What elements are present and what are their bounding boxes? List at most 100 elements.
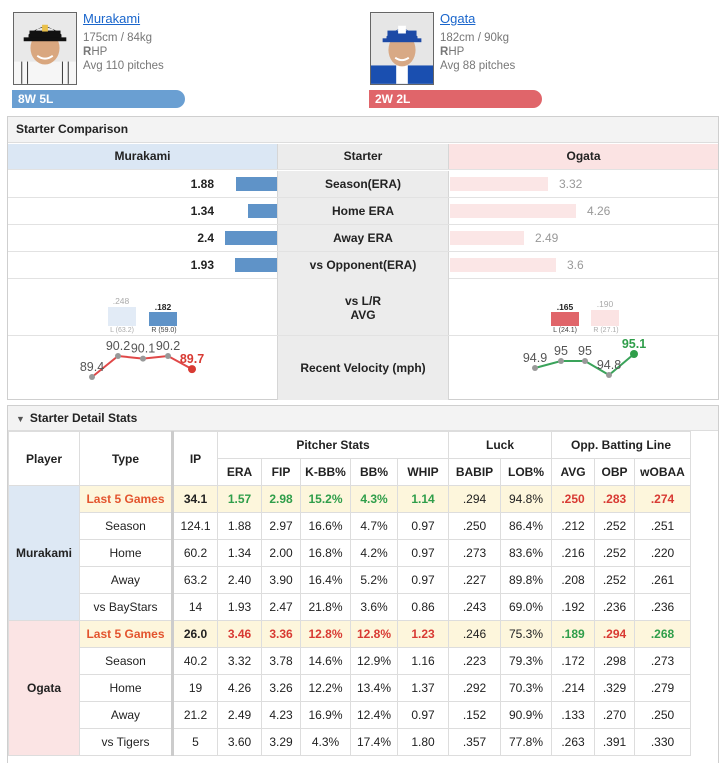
row-type: vs BayStars <box>79 593 173 621</box>
stat-cell: .246 <box>448 620 501 648</box>
header-col: FIP <box>261 458 301 486</box>
table-row: vs BayStars 14 1.93 2.47 21.8% 3.6% 0.86.243 69… <box>9 593 691 621</box>
velocity-sparkline-left: 89.490.2 90.1 90.289.7 <box>80 339 204 380</box>
stat-cell: .357 <box>448 728 501 756</box>
caret-down-icon: ▼ <box>16 414 25 424</box>
velocity-point <box>165 353 171 359</box>
velocity-label: 90.2 <box>106 339 130 353</box>
stat-cell: 16.6% <box>300 512 351 540</box>
detail-section-toggle[interactable]: ▼ Starter Detail Stats <box>8 406 718 431</box>
stat-cell: .270 <box>594 701 635 729</box>
pitcher-body: 182cm / 90kg <box>440 32 510 44</box>
stat-cell: 83.6% <box>500 539 552 567</box>
stat-cell: .250 <box>551 485 595 513</box>
cell-ip: 40.2 <box>171 647 218 675</box>
lr-r-bar <box>591 310 619 326</box>
stat-cell: 12.8% <box>300 620 351 648</box>
lr-r-avg: .190 <box>596 299 614 309</box>
stat-cell: .292 <box>448 674 501 702</box>
lr-r-bar <box>149 312 177 326</box>
row-type: Home <box>79 539 173 567</box>
lr-l-bar <box>108 307 136 326</box>
stat-cell: .391 <box>594 728 635 756</box>
stat-cell: 70.3% <box>500 674 552 702</box>
stat-cell: 4.3% <box>300 728 351 756</box>
pitcher-photo <box>13 12 77 85</box>
pitcher-hand: RHP <box>83 46 107 58</box>
velocity-label: Recent Velocity (mph) <box>277 336 449 400</box>
table-row: Away 21.2 2.49 4.23 16.9% 12.4% 0.97.152 90.9%.… <box>9 701 691 729</box>
row-type: Away <box>79 566 173 594</box>
stat-cell: 14.6% <box>300 647 351 675</box>
row-type: Season <box>79 512 173 540</box>
lr-right: .165 L (24.1) .190 R (27.1) <box>449 278 718 335</box>
stat-cell: 17.4% <box>350 728 398 756</box>
row-left: 1.34 <box>8 198 277 224</box>
stat-cell: 3.36 <box>261 620 301 648</box>
cell-ip: 5 <box>171 728 218 756</box>
lr-label-2: AVG <box>350 308 376 322</box>
row-left: 2.4 <box>8 225 277 251</box>
bar-right <box>450 258 556 272</box>
stat-cell: 16.8% <box>300 539 351 567</box>
stat-cell: .263 <box>551 728 595 756</box>
win-loss-record: 8W 5L <box>12 90 185 108</box>
row-type: Last 5 Games <box>79 485 173 513</box>
row-right: 3.6 <box>449 252 718 278</box>
starter-comparison-panel: Starter Comparison Murakami Starter Ogat… <box>7 116 719 400</box>
lr-r-avg: .182 <box>154 302 172 312</box>
value-right: 4.26 <box>587 204 611 218</box>
velocity-left: 89.4 90.2 90.1 90.2 89.7 <box>8 336 277 400</box>
cell-ip: 21.2 <box>171 701 218 729</box>
detail-stats-table: Player Type IP Pitcher Stats Luck Opp. B… <box>8 431 691 756</box>
section-title: Starter Comparison <box>8 117 718 143</box>
stat-cell: 4.3% <box>350 485 398 513</box>
stat-cell: .298 <box>594 647 635 675</box>
velocity-label: 95.1 <box>622 337 646 351</box>
stat-cell: 90.9% <box>500 701 552 729</box>
pitcher-avg-pitches: Avg 110 pitches <box>83 60 164 72</box>
comparison-header-row: Murakami Starter Ogata <box>8 144 718 170</box>
stat-cell: 89.8% <box>500 566 552 594</box>
stat-cell: .252 <box>594 539 635 567</box>
comparison-row: 1.93 vs Opponent(ERA) 3.6 <box>8 252 718 279</box>
stat-cell: .279 <box>634 674 691 702</box>
stat-cell: .283 <box>594 485 635 513</box>
table-row: Season 124.1 1.88 2.97 16.6% 4.7% 0.97.250 86.4… <box>9 512 691 540</box>
stat-cell: 15.2% <box>300 485 351 513</box>
stat-cell: 16.9% <box>300 701 351 729</box>
stat-cell: .227 <box>448 566 501 594</box>
stat-cell: .220 <box>634 539 691 567</box>
lr-label: vs L/R AVG <box>277 278 449 335</box>
stat-cell: 86.4% <box>500 512 552 540</box>
column-header-left: Murakami <box>8 144 277 169</box>
header-col: K-BB% <box>300 458 351 486</box>
value-right: 2.49 <box>535 231 559 245</box>
stat-cell: .152 <box>448 701 501 729</box>
bar-left <box>225 231 277 245</box>
pitcher-name-link[interactable]: Murakami <box>83 11 141 26</box>
stat-cell: .261 <box>634 566 691 594</box>
pitcher-name-link[interactable]: Ogata <box>440 11 476 26</box>
value-left: 2.4 <box>197 231 214 245</box>
cell-ip: 124.1 <box>171 512 218 540</box>
stat-cell: .172 <box>551 647 595 675</box>
pitcher-card-murakami: Murakami 175cm / 84kg RHP Avg 110 pitche… <box>12 10 197 110</box>
stat-cell: 21.8% <box>300 593 351 621</box>
velocity-right: 94.9 95 95 94.8 95.1 <box>449 336 718 400</box>
table-row: vs Tigers 5 3.60 3.29 4.3% 17.4% 1.80.357 77.8%… <box>9 728 691 756</box>
lr-l-ip: L (63.2) <box>110 327 134 334</box>
velocity-point <box>140 355 146 362</box>
pitcher-body: 175cm / 84kg <box>83 32 153 44</box>
velocity-point <box>188 365 196 374</box>
stat-cell: 0.97 <box>397 566 449 594</box>
stat-cell: 2.40 <box>217 566 262 594</box>
stat-cell: .236 <box>634 593 691 621</box>
table-row: Ogata Last 5 Games 26.0 3.46 3.36 12.8% 12.8% 1… <box>8 620 691 756</box>
velocity-label: 89.7 <box>180 352 204 366</box>
comparison-row: 1.88 Season(ERA) 3.32 <box>8 171 718 198</box>
stat-cell: 1.34 <box>217 539 262 567</box>
stat-cell: 69.0% <box>500 593 552 621</box>
stat-cell: 4.23 <box>261 701 301 729</box>
bar-left <box>235 258 277 272</box>
